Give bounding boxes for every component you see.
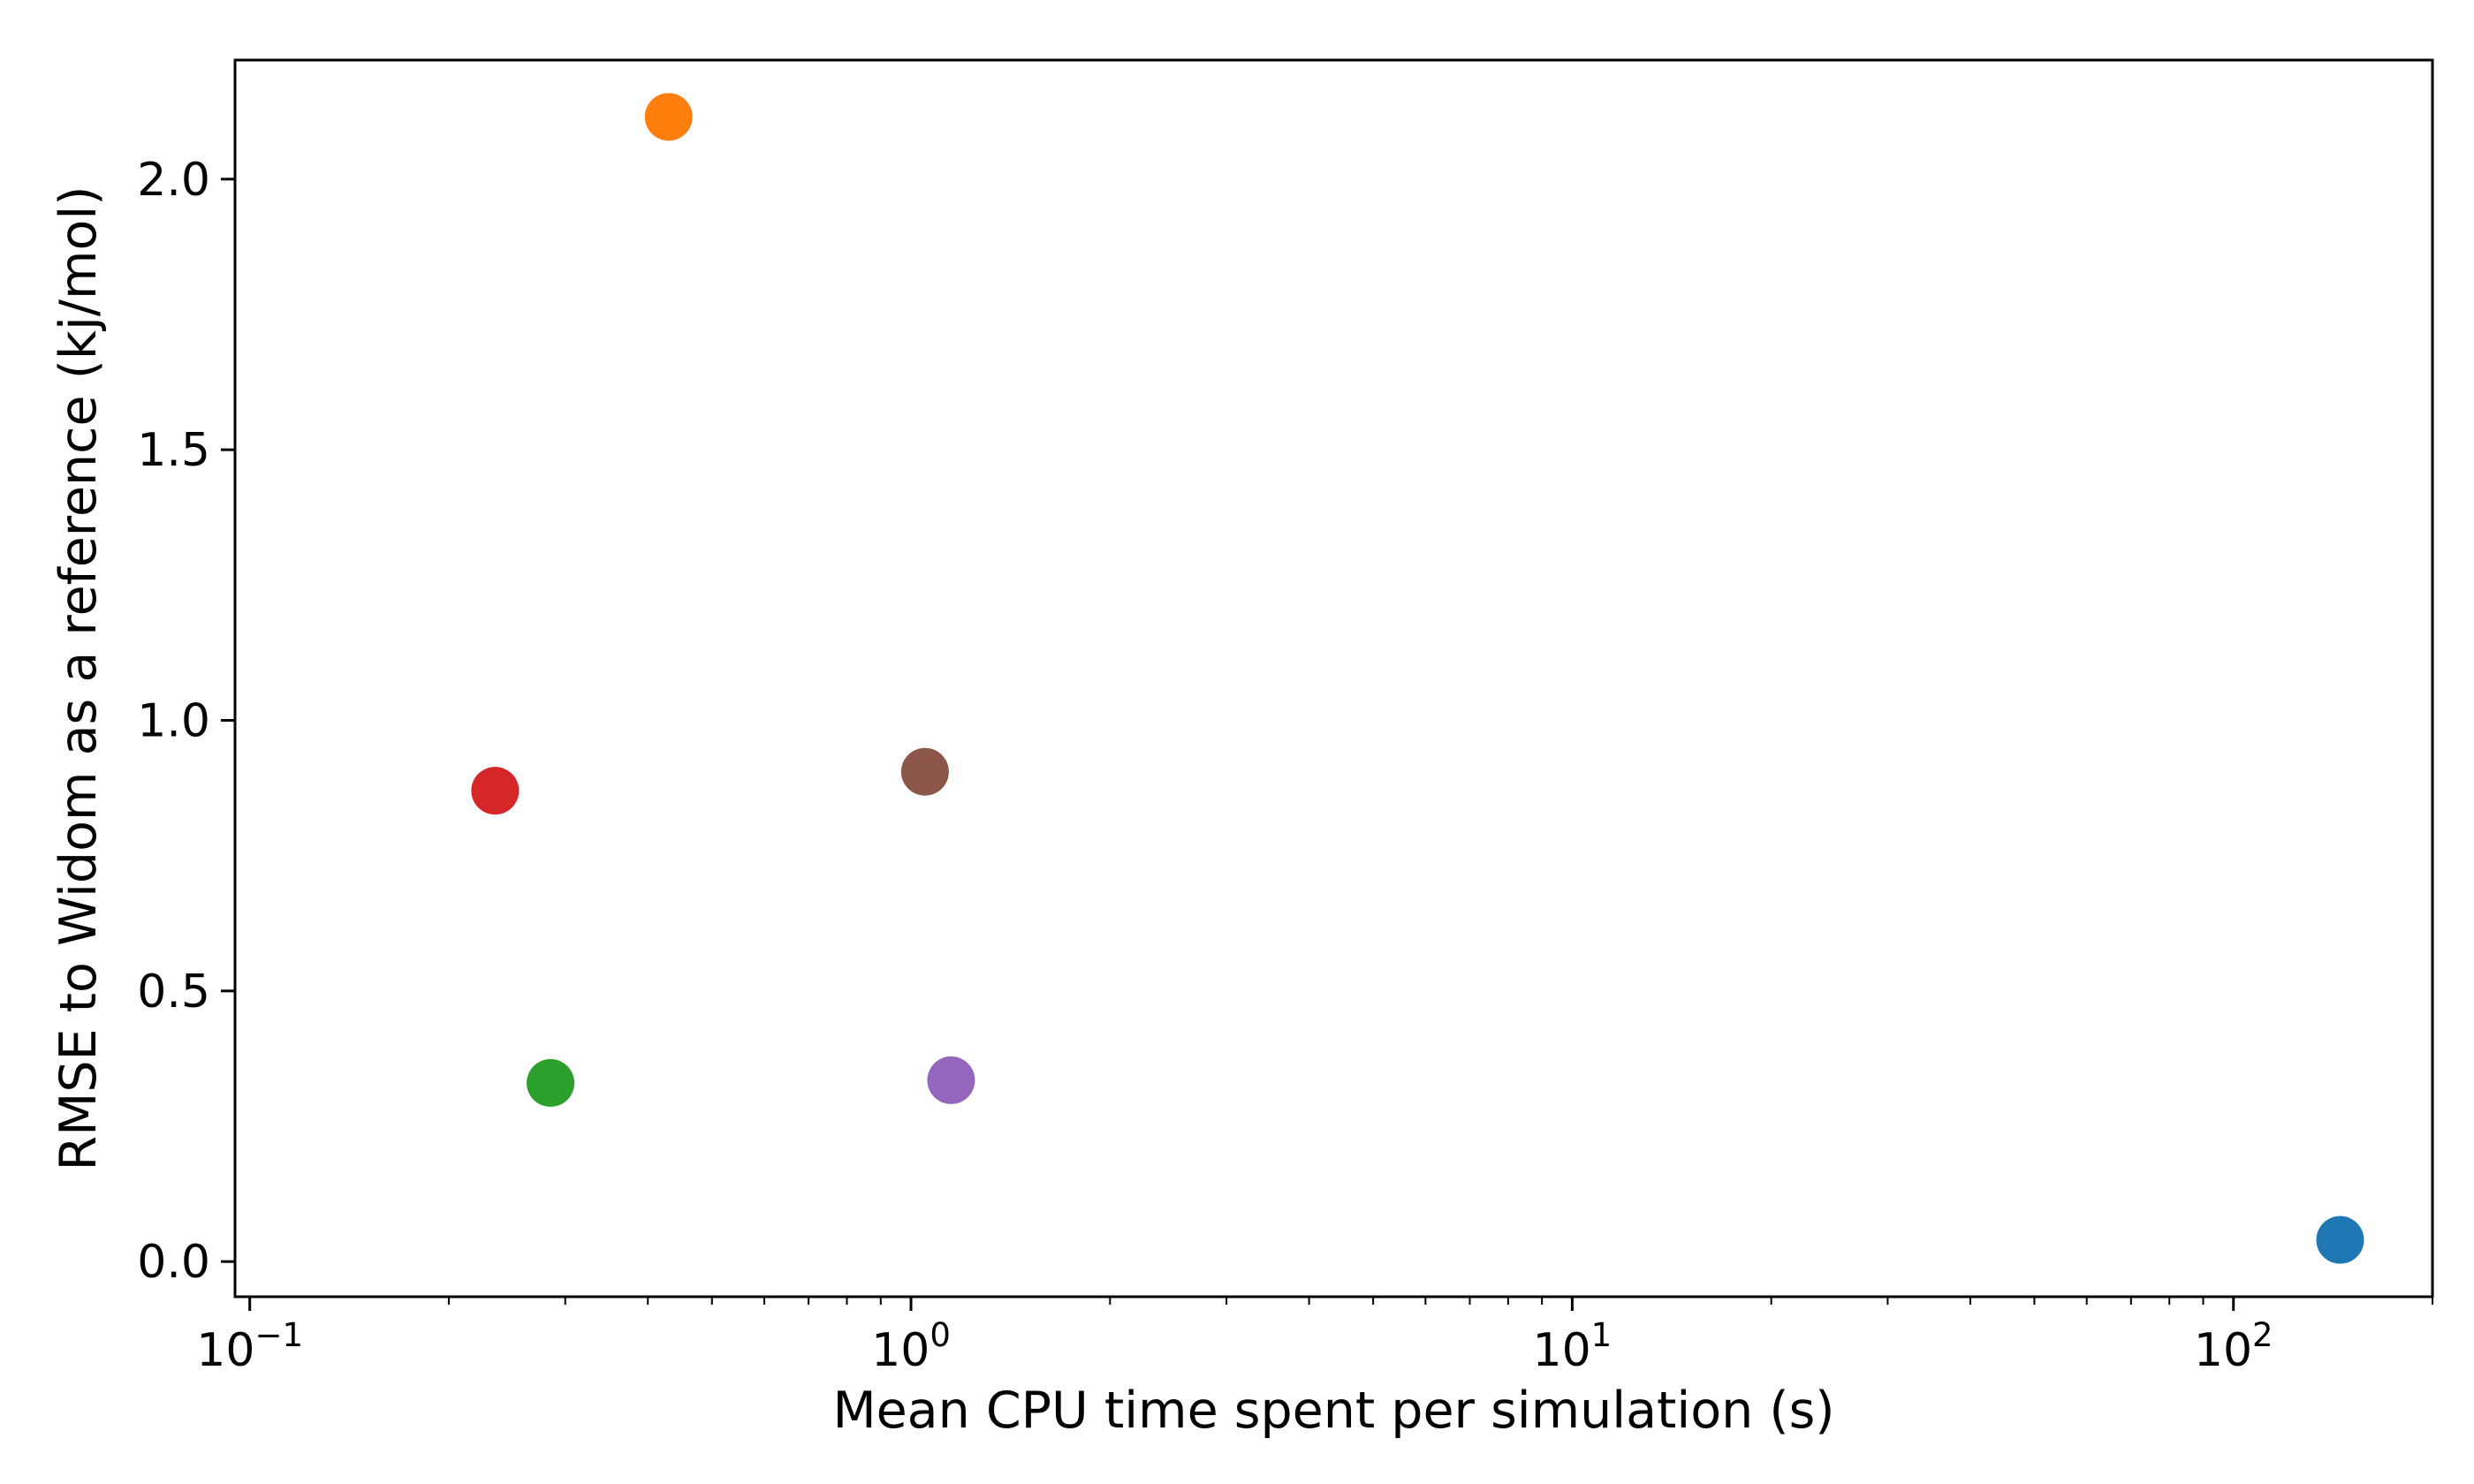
data-point <box>927 1056 975 1104</box>
plot-frame <box>233 58 2434 1298</box>
y-tick-label: 1.0 <box>137 694 210 747</box>
data-point <box>527 1058 575 1107</box>
y-axis-ticks: 0.0 0.5 1.0 1.5 2.0 <box>137 154 235 1289</box>
y-tick-label: 0.0 <box>137 1236 210 1289</box>
data-point <box>644 93 693 141</box>
data-point <box>2316 1215 2364 1264</box>
x-axis-label: Mean CPU time spent per simulation (s) <box>832 1382 1834 1440</box>
y-axis-label: RMSE to Widom as a reference (kj/mol) <box>49 186 108 1171</box>
x-tick-label: 100 <box>871 1316 951 1377</box>
x-tick-label: 101 <box>1533 1316 1613 1377</box>
y-tick-label: 2.0 <box>137 154 210 207</box>
data-point <box>900 747 949 796</box>
x-tick-label: 102 <box>2194 1316 2273 1377</box>
x-tick-label: 10−1 <box>196 1316 303 1377</box>
data-point <box>471 767 520 815</box>
y-tick-label: 0.5 <box>137 965 210 1018</box>
data-points <box>471 93 2364 1264</box>
y-tick-label: 1.5 <box>137 424 210 477</box>
x-axis-ticks: 10−1 100 101 102 <box>196 1297 2273 1377</box>
